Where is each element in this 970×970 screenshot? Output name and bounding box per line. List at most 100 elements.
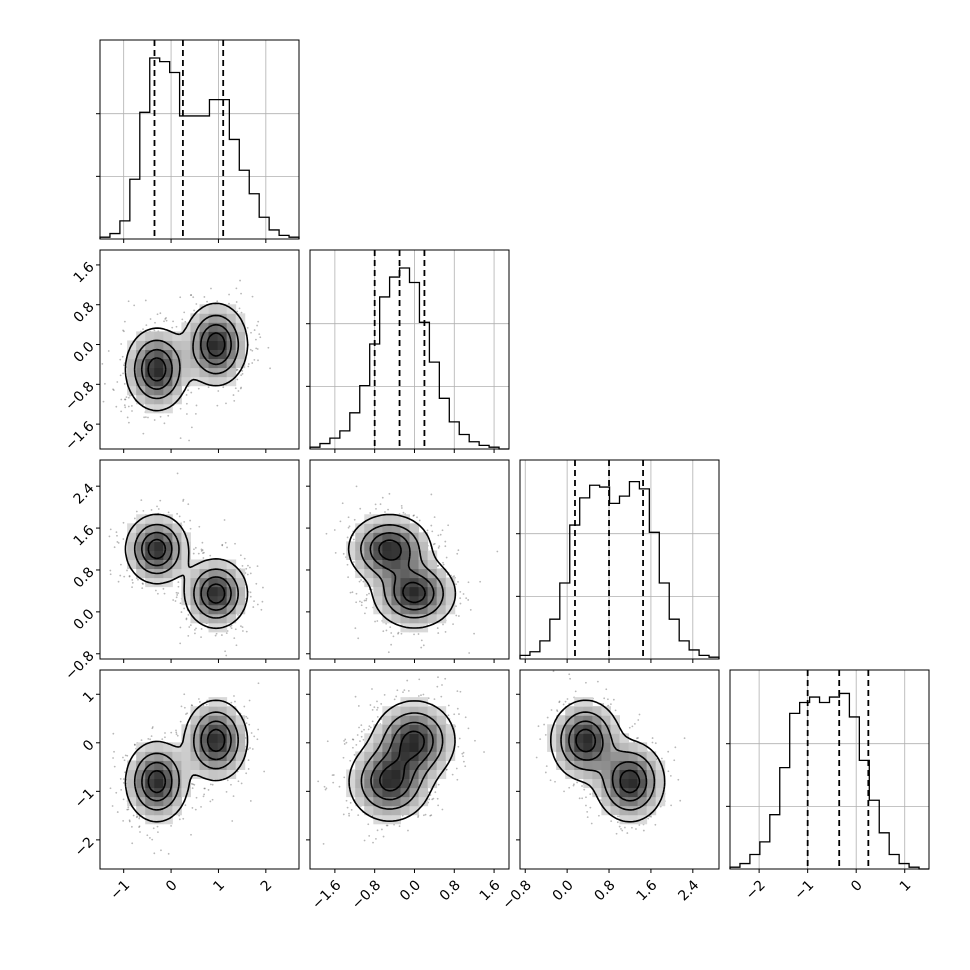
scatter-point [367,728,370,731]
density-cell [391,523,401,533]
panel-frame-3-0 [99,669,300,870]
scatter-point [130,405,133,407]
scatter-point [116,381,119,383]
scatter-point [127,421,130,424]
density-cell [217,715,228,725]
scatter-point [437,676,439,679]
density-cell [145,340,155,350]
scatter-point [134,744,136,746]
density-cell [418,577,429,588]
density-cell [427,559,438,570]
scatter-point [119,358,122,361]
panel-3-1 [306,669,510,873]
density-cell [136,769,146,780]
density-cell [436,577,447,588]
density-cell [208,322,219,332]
scatter-point [246,326,249,329]
scatter-point [187,613,190,616]
density-cell [364,550,374,560]
scatter-point [144,299,147,302]
scatter-point [444,631,447,633]
density-cell [391,568,401,579]
density-cell [409,595,420,606]
scatter-point [360,604,363,607]
density-cell [181,760,191,770]
scatter-point [388,492,391,495]
density-cell [163,805,173,816]
scatter-point [407,689,410,692]
scatter-point [164,736,166,739]
density-cell [190,376,200,387]
density-cell [136,376,146,387]
density-cell [226,349,237,360]
contour-2-0-0 [124,513,249,630]
scatter-point [109,573,112,576]
density-cell [172,394,182,405]
scatter-point [126,569,128,572]
scatter-point [226,546,228,549]
scatter-point [191,787,194,790]
scatter-point [151,727,154,730]
density-cell [199,715,210,725]
density-cell [373,541,383,551]
scatter-point [160,849,162,852]
scatter-point [202,795,205,798]
density-cell [217,751,228,761]
scatter-point [451,773,454,776]
density-cell [145,394,155,405]
scatter-point [141,582,144,585]
density-cell [391,532,401,542]
scatter-point [356,734,359,736]
density-cell [163,550,173,560]
scatter-point [248,723,251,726]
scatter-point [326,740,329,743]
scatter-point [140,739,143,742]
scatter-point [369,704,372,706]
density-cell [391,577,401,588]
scatter-point [459,590,462,593]
scatter-point [201,541,204,544]
density-cell [154,340,164,350]
contour-3-0-0 [124,699,249,823]
scatter-point [117,542,120,544]
scatter-point [433,542,436,545]
density-cell [199,304,210,314]
density-cell [235,724,246,734]
density-cell [208,577,219,588]
scatter-point [189,294,192,297]
scatter-point [207,789,210,791]
scatter-point [185,413,188,415]
hist-panel-1 [306,249,510,453]
hist-frame-1 [309,249,510,450]
scatter-point [376,620,379,622]
scatter-point [232,394,235,396]
density-cell [217,733,228,743]
scatter-point [233,399,236,402]
scatter-point [144,416,147,419]
scatter-point [456,778,459,781]
scatter-point [464,765,467,768]
scatter-point [177,592,180,595]
scatter-point [430,524,433,527]
scatter-point [341,502,344,505]
scatter-point [187,389,189,392]
scatter-point [389,626,392,629]
density-cell [154,559,164,570]
scatter-point [230,627,233,629]
scatter-point [123,320,126,323]
density-cell [199,559,210,570]
scatter-point [343,743,346,745]
scatter-point [113,765,116,768]
density-cell [145,532,155,542]
scatter-point [133,517,136,520]
scatter-point [192,783,194,786]
scatter-point [381,828,383,831]
density-cell [199,604,210,615]
density-cell [154,385,164,396]
scatter-point [447,524,450,527]
scatter-point [186,712,189,715]
scatter-point [371,720,374,723]
density-cell [163,769,173,780]
scatter-point [376,700,378,703]
